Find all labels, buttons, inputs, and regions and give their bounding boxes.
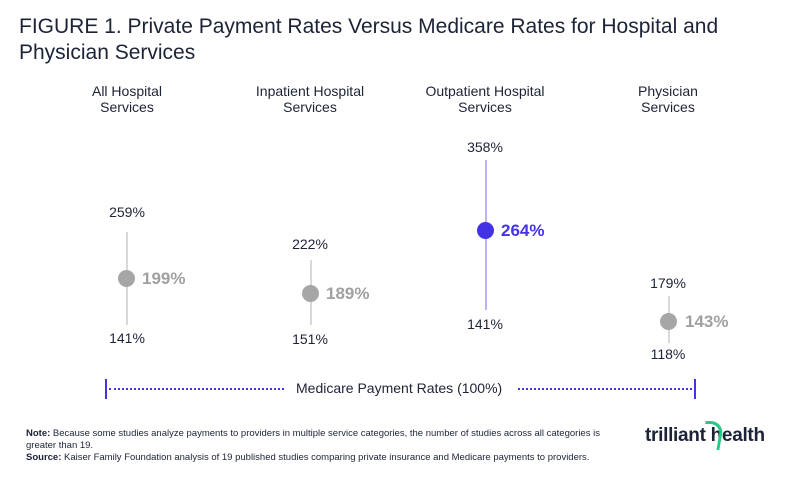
source-label: Source: (26, 452, 62, 463)
low-label: 118% (650, 346, 686, 362)
baseline-dotted-line-left (109, 388, 284, 390)
source-text: Kaiser Family Foundation analysis of 19 … (61, 452, 590, 463)
median-label: 189% (326, 284, 370, 303)
low-label: 151% (292, 331, 328, 347)
high-label: 259% (109, 204, 145, 220)
low-label: 141% (467, 316, 503, 332)
high-label: 222% (292, 236, 328, 252)
median-dot (118, 270, 135, 287)
note: Note: Because some studies analyze payme… (26, 428, 626, 452)
median-label: 199% (142, 269, 186, 288)
logo-text: trilliant health (645, 425, 765, 446)
median-dot (477, 222, 494, 239)
high-label: 179% (650, 275, 686, 291)
median-dot (660, 313, 677, 330)
median-label: 143% (685, 312, 729, 331)
category-label: Outpatient Hospital Services (425, 83, 545, 115)
note-text: Because some studies analyze payments to… (26, 428, 600, 451)
figure-title: FIGURE 1. Private Payment Rates Versus M… (19, 15, 719, 64)
note-label: Note: (26, 428, 51, 439)
baseline-label: Medicare Payment Rates (100%) (296, 380, 503, 396)
baseline-left-tick (105, 379, 107, 399)
high-label: 358% (467, 139, 503, 155)
median-dot (302, 285, 319, 302)
footnotes: Note: Because some studies analyze payme… (26, 428, 626, 464)
source: Source: Kaiser Family Foundation analysi… (26, 452, 626, 464)
baseline-dotted-line-right (518, 388, 692, 390)
category-label: Physician Services (638, 83, 698, 115)
category-label: Inpatient Hospital Services (255, 83, 365, 115)
low-label: 141% (109, 330, 145, 346)
baseline-right-tick (694, 379, 696, 399)
trilliant-health-logo: trilliant health (645, 421, 765, 450)
category-label: All Hospital Services (91, 83, 163, 115)
median-label: 264% (501, 221, 545, 240)
